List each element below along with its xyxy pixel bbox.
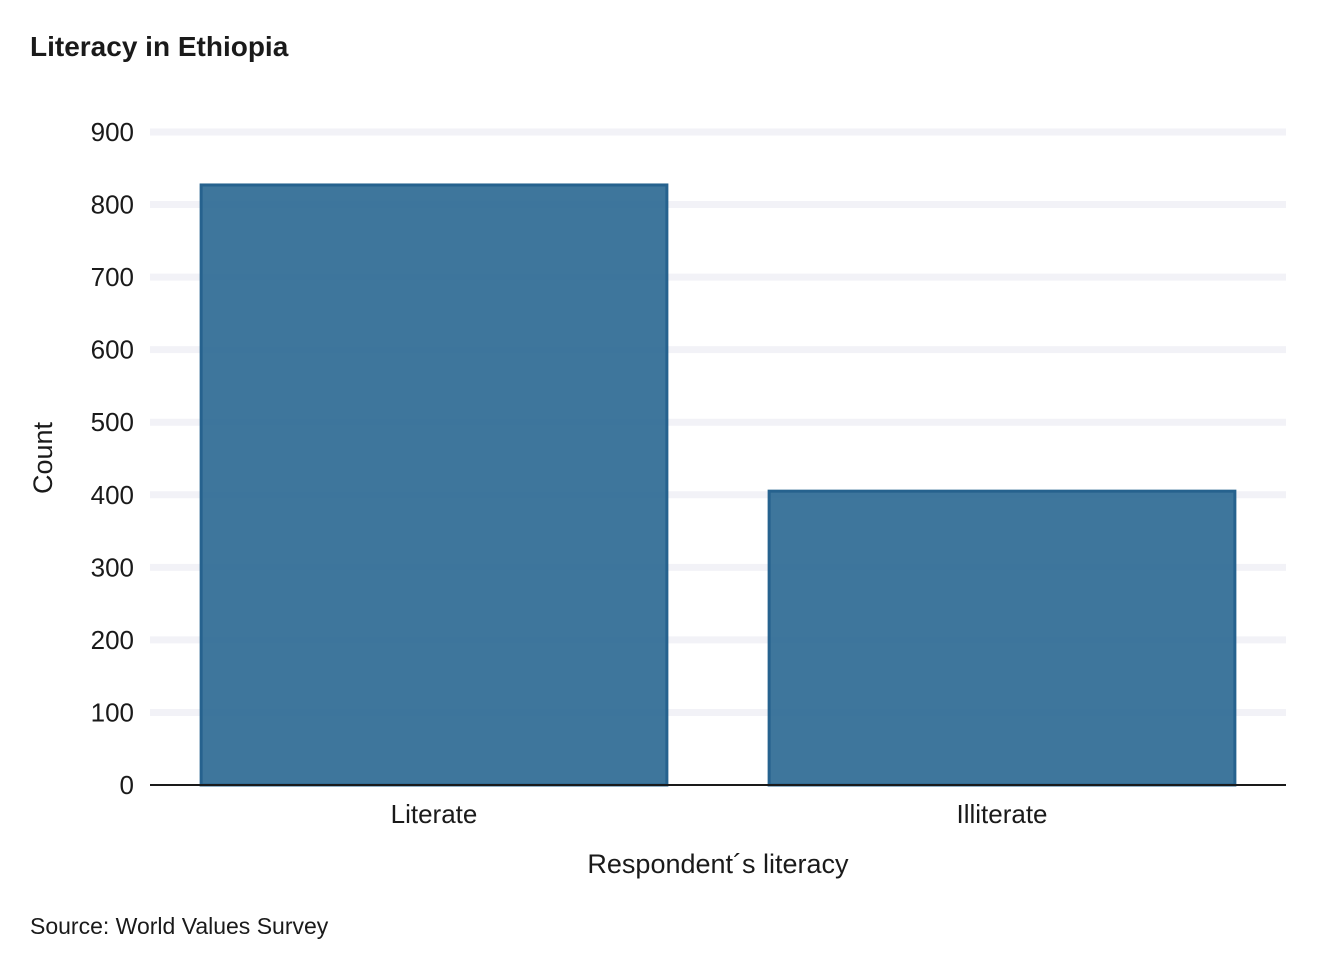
y-tick-label: 600	[91, 335, 134, 365]
y-tick-label: 300	[91, 552, 134, 582]
x-tick-label: Literate	[391, 799, 478, 829]
y-tick-label: 700	[91, 262, 134, 292]
y-tick-label: 200	[91, 625, 134, 655]
source-caption: Source: World Values Survey	[30, 913, 329, 939]
y-tick-label: 800	[91, 190, 134, 220]
y-tick-label: 100	[91, 697, 134, 727]
y-axis-ticks: 0 100 200 300 400 500 600 700 800 900	[91, 117, 134, 800]
y-tick-label: 400	[91, 480, 134, 510]
y-tick-label: 0	[120, 770, 134, 800]
x-axis-label: Respondent´s literacy	[587, 849, 849, 879]
chart-title: Literacy in Ethiopia	[30, 31, 289, 62]
x-axis-ticks: Literate Illiterate	[391, 799, 1048, 829]
bar-literate	[199, 183, 669, 787]
y-tick-label: 900	[91, 117, 134, 147]
y-tick-label: 500	[91, 407, 134, 437]
bars	[199, 183, 1237, 787]
x-tick-label: Illiterate	[956, 799, 1047, 829]
y-axis-label: Count	[28, 421, 58, 494]
bar-illiterate	[767, 489, 1237, 787]
